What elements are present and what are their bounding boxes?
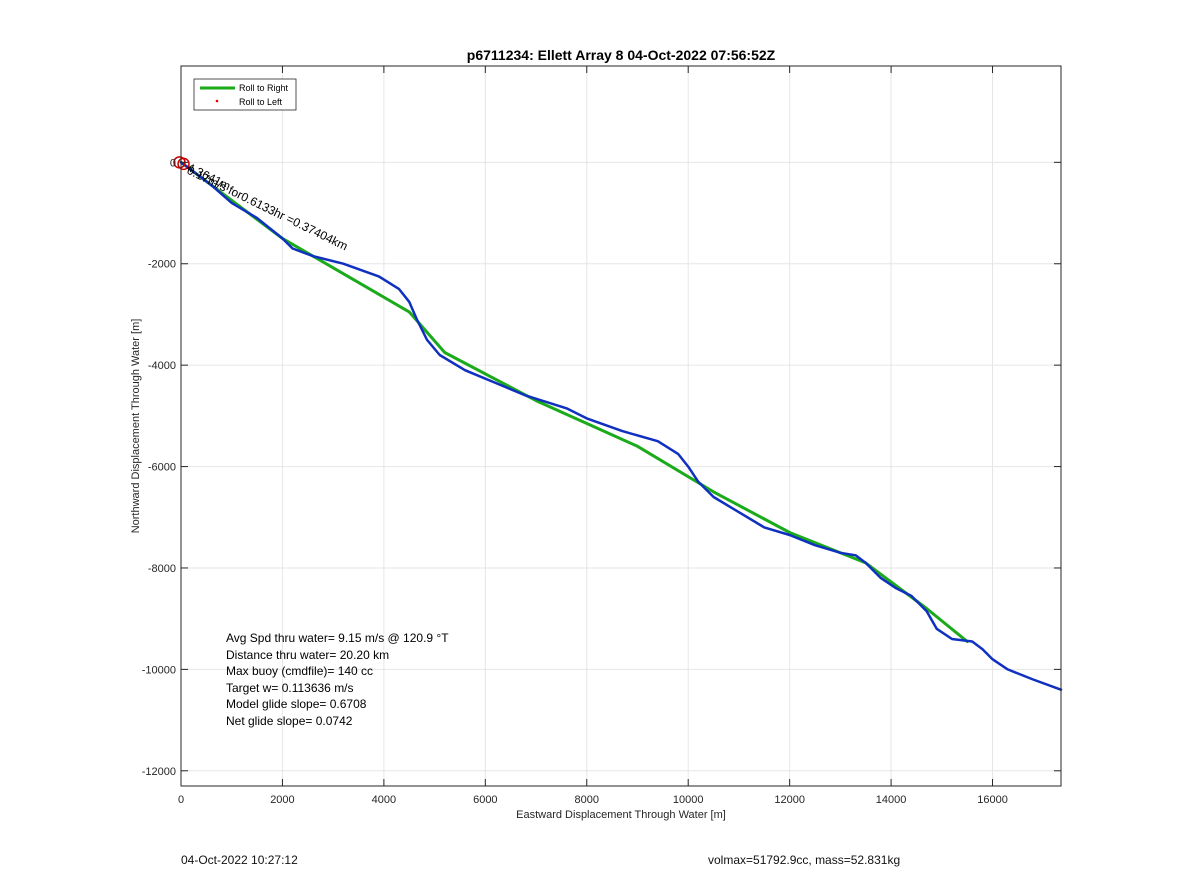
- x-tick-label: 0: [178, 794, 184, 806]
- stats-target-w: Target w= 0.113636 m/s: [226, 681, 354, 695]
- y-tick-label: -2000: [148, 259, 176, 271]
- grid-lines: [180, 66, 1061, 786]
- stats-block: Avg Spd thru water= 9.15 m/s @ 120.9 °T …: [226, 631, 449, 728]
- x-axis-label: Eastward Displacement Through Water [m]: [516, 809, 726, 821]
- stats-model-glide: Model glide slope= 0.6708: [226, 697, 367, 711]
- plot-area: [181, 66, 1061, 786]
- footer-mass-info: volmax=51792.9cc, mass=52.831kg: [708, 853, 901, 867]
- stats-max-buoy: Max buoy (cmdfile)= 140 cc: [226, 664, 373, 678]
- axis-ticks: 0 2000 4000 6000 8000 10000 12000 14000 16000 -12…: [142, 66, 1061, 806]
- stats-distance: Distance thru water= 20.20 km: [226, 648, 389, 662]
- stats-avg-speed: Avg Spd thru water= 9.15 m/s @ 120.9 °T: [226, 631, 449, 645]
- plot-frame: [180, 65, 1062, 787]
- legend-swatch-roll-left: [215, 99, 219, 103]
- x-tick-label: 6000: [473, 794, 497, 806]
- x-tick-label: 10000: [673, 794, 704, 806]
- legend-box: [193, 78, 297, 111]
- x-tick-label: 8000: [575, 794, 599, 806]
- series-track-line: [179, 161, 1063, 691]
- x-tick-label: 12000: [774, 794, 805, 806]
- start-marker: [177, 157, 190, 171]
- x-tick-label: 14000: [876, 794, 907, 806]
- y-tick-label: -4000: [148, 360, 176, 372]
- y-tick-label: -10000: [142, 664, 176, 676]
- x-tick-label: 2000: [270, 794, 294, 806]
- legend-label-roll-left: Roll to Left: [239, 97, 283, 107]
- y-tick-label: -6000: [148, 462, 176, 474]
- y-tick-label: -8000: [148, 563, 176, 575]
- x-tick-label: 16000: [977, 794, 1008, 806]
- footer-timestamp: 04-Oct-2022 10:27:12: [181, 853, 298, 867]
- x-tick-label: 4000: [372, 794, 396, 806]
- y-tick-label: -12000: [142, 766, 176, 778]
- y-axis-label: Northward Displacement Through Water [m]: [130, 319, 142, 534]
- data-series: [179, 160, 1063, 691]
- legend: Roll to Right Roll to Left: [193, 78, 297, 111]
- stats-net-glide: Net glide slope= 0.0742: [226, 714, 353, 728]
- series-roll-to-right-line: [179, 160, 969, 643]
- chart-title: p6711234: Ellett Array 8 04-Oct-2022 07:…: [467, 47, 776, 63]
- y-tick-label: 0: [170, 157, 176, 169]
- legend-label-roll-right: Roll to Right: [239, 83, 289, 93]
